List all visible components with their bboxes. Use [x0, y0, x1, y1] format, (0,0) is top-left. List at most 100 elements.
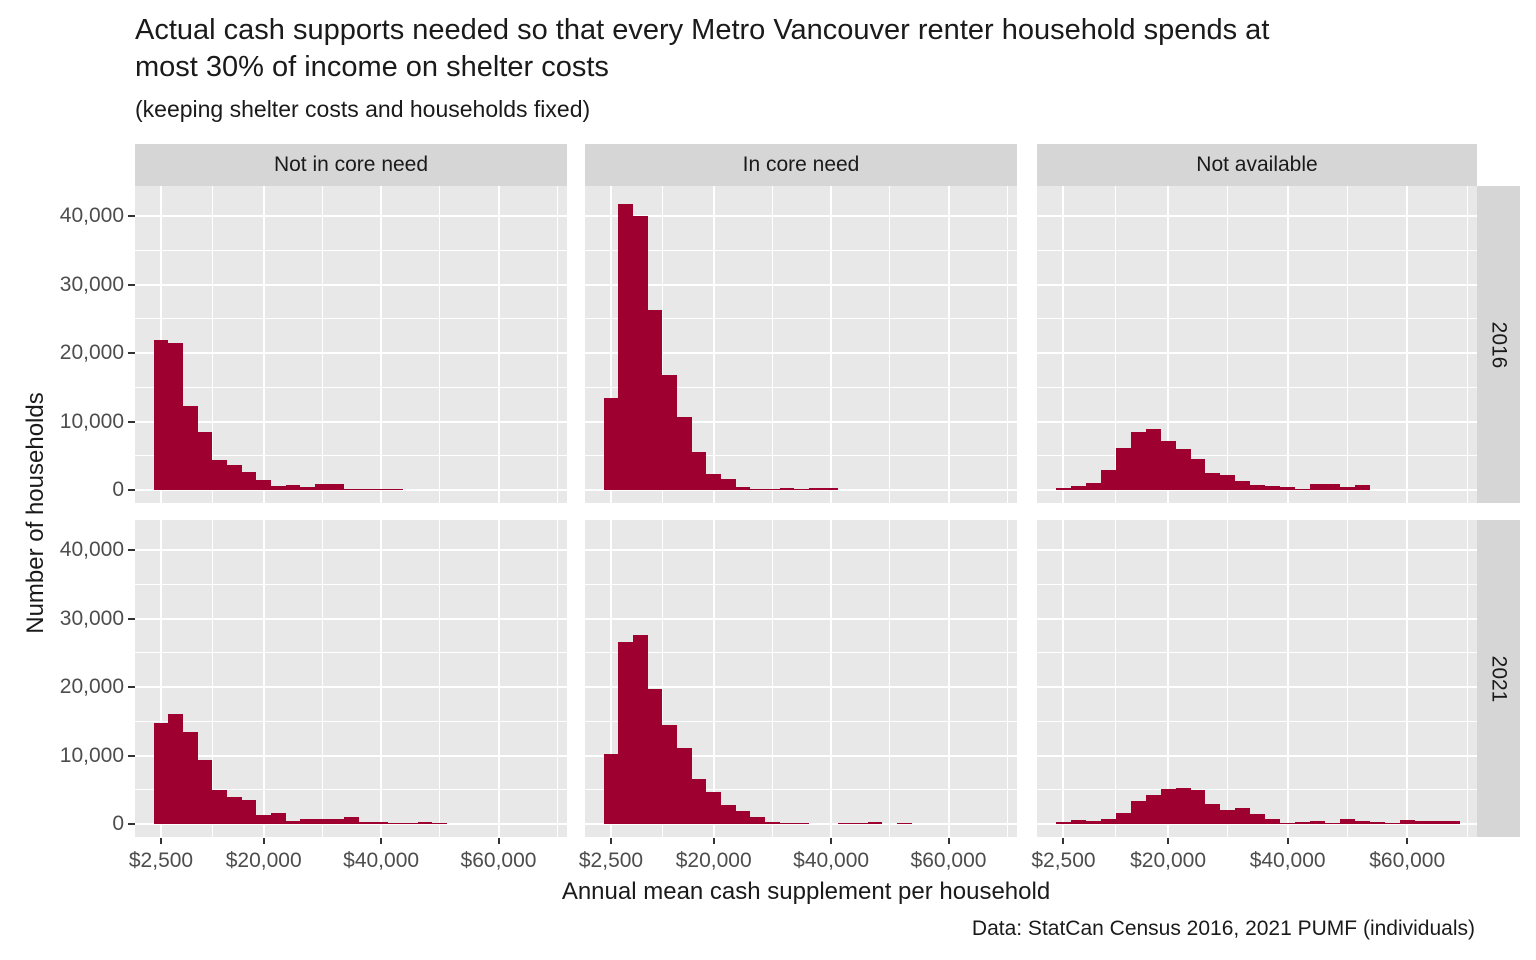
- histogram-bar: [432, 823, 448, 824]
- x-tick-label: $2,500: [128, 849, 194, 872]
- histogram-bar: [315, 819, 330, 824]
- y-tick-label: 0: [112, 477, 124, 501]
- histogram-bar: [1130, 432, 1146, 490]
- gridline-minor: [1227, 186, 1229, 503]
- histogram-bar: [647, 689, 663, 824]
- histogram-bar: [1100, 818, 1116, 824]
- gridline-minor: [1115, 520, 1117, 837]
- gridline-minor: [585, 318, 1017, 320]
- histogram-bar: [1414, 820, 1430, 824]
- gridline-major: [135, 488, 567, 491]
- gridline-minor: [321, 520, 323, 837]
- histogram-bar: [256, 479, 272, 490]
- gridline-major: [135, 822, 567, 825]
- histogram-bar: [168, 713, 183, 824]
- histogram-bar: [1145, 429, 1161, 490]
- histogram-bar: [359, 821, 374, 824]
- gridline-minor: [135, 249, 567, 251]
- gridline-major: [497, 520, 500, 837]
- gridline-major: [610, 520, 612, 837]
- histogram-bar: [1444, 821, 1460, 824]
- gridline-minor: [1037, 318, 1477, 320]
- gridline-minor: [889, 186, 891, 503]
- histogram-bar: [647, 309, 663, 490]
- histogram-bar: [344, 817, 360, 824]
- gridline-major: [135, 352, 567, 355]
- gridline-major: [380, 520, 383, 837]
- histogram-bar: [1250, 814, 1266, 824]
- x-tick-mark: [1286, 838, 1289, 844]
- histogram-bar: [1085, 483, 1101, 490]
- histogram-bar: [1190, 790, 1206, 824]
- x-tick-mark: [712, 838, 715, 844]
- x-tick-mark: [830, 838, 833, 844]
- gridline-major: [262, 520, 265, 837]
- y-tick-mark: [128, 420, 135, 423]
- y-tick-label: 30,000: [59, 272, 124, 296]
- gridline-minor: [135, 318, 567, 320]
- histogram-bar: [1339, 487, 1355, 490]
- x-tick-mark: [1167, 838, 1170, 844]
- histogram-bar: [1235, 481, 1251, 490]
- gridline-minor: [135, 652, 567, 654]
- histogram-bar: [285, 484, 301, 490]
- x-tick-label: $40,000: [1249, 849, 1326, 872]
- chart-subtitle: (keeping shelter costs and households fi…: [135, 96, 591, 122]
- histogram-bar: [1280, 486, 1296, 490]
- histogram-bar: [1056, 487, 1071, 490]
- histogram-bar: [1115, 813, 1131, 824]
- histogram-bar: [1265, 485, 1281, 490]
- histogram-bar: [1220, 474, 1236, 490]
- x-tick-mark: [160, 838, 162, 844]
- y-tick-label: 20,000: [59, 675, 124, 699]
- gridline-major: [135, 617, 567, 620]
- x-tick-label: $20,000: [225, 849, 302, 872]
- gridline-major: [1167, 186, 1170, 503]
- gridline-minor: [585, 720, 1017, 722]
- histogram-bar: [1310, 483, 1326, 490]
- histogram-bar: [153, 722, 169, 824]
- histogram-bar: [1190, 459, 1206, 490]
- gridline-major: [585, 488, 1017, 491]
- facet-column-strip: In core need: [585, 144, 1017, 186]
- gridline-minor: [661, 520, 663, 837]
- gridline-minor: [556, 520, 558, 837]
- gridline-major: [1037, 822, 1477, 825]
- histogram-bar: [867, 821, 883, 824]
- x-tick-label: $60,000: [910, 849, 987, 872]
- histogram-bar: [677, 747, 692, 824]
- histogram-bar: [241, 800, 257, 824]
- y-tick-mark: [128, 617, 135, 620]
- histogram-bar: [1145, 794, 1161, 824]
- gridline-minor: [1037, 789, 1477, 791]
- gridline-major: [135, 686, 567, 689]
- gridline-minor: [889, 520, 891, 837]
- y-tick-label: 30,000: [59, 606, 124, 630]
- x-tick-mark: [497, 838, 500, 844]
- facet-column-strip: Not in core need: [135, 144, 567, 186]
- histogram-bar: [1220, 810, 1236, 824]
- histogram-bar: [417, 821, 433, 824]
- gridline-minor: [1006, 186, 1008, 503]
- histogram-bar: [1429, 821, 1445, 824]
- gridline-minor: [211, 520, 213, 837]
- gridline-minor: [1037, 455, 1477, 457]
- histogram-bar: [1280, 822, 1296, 824]
- gridline-major: [1037, 686, 1477, 689]
- y-tick-label: 0: [112, 811, 124, 835]
- x-tick-label: $20,000: [675, 849, 752, 872]
- histogram-bar: [1160, 441, 1176, 490]
- histogram-bar: [1070, 485, 1086, 490]
- histogram-bar: [750, 488, 766, 490]
- histogram-bar: [750, 817, 766, 824]
- chart-caption: Data: StatCan Census 2016, 2021 PUMF (in…: [971, 917, 1475, 940]
- y-tick-mark: [128, 686, 135, 689]
- facet-row-label: 2021: [1487, 655, 1511, 702]
- histogram-bar: [633, 635, 648, 824]
- x-tick-label: $60,000: [460, 849, 537, 872]
- gridline-minor: [1227, 520, 1229, 837]
- gridline-minor: [1037, 386, 1477, 388]
- gridline-major: [1037, 283, 1477, 286]
- histogram-bar: [633, 216, 648, 490]
- x-tick-mark: [1062, 838, 1065, 844]
